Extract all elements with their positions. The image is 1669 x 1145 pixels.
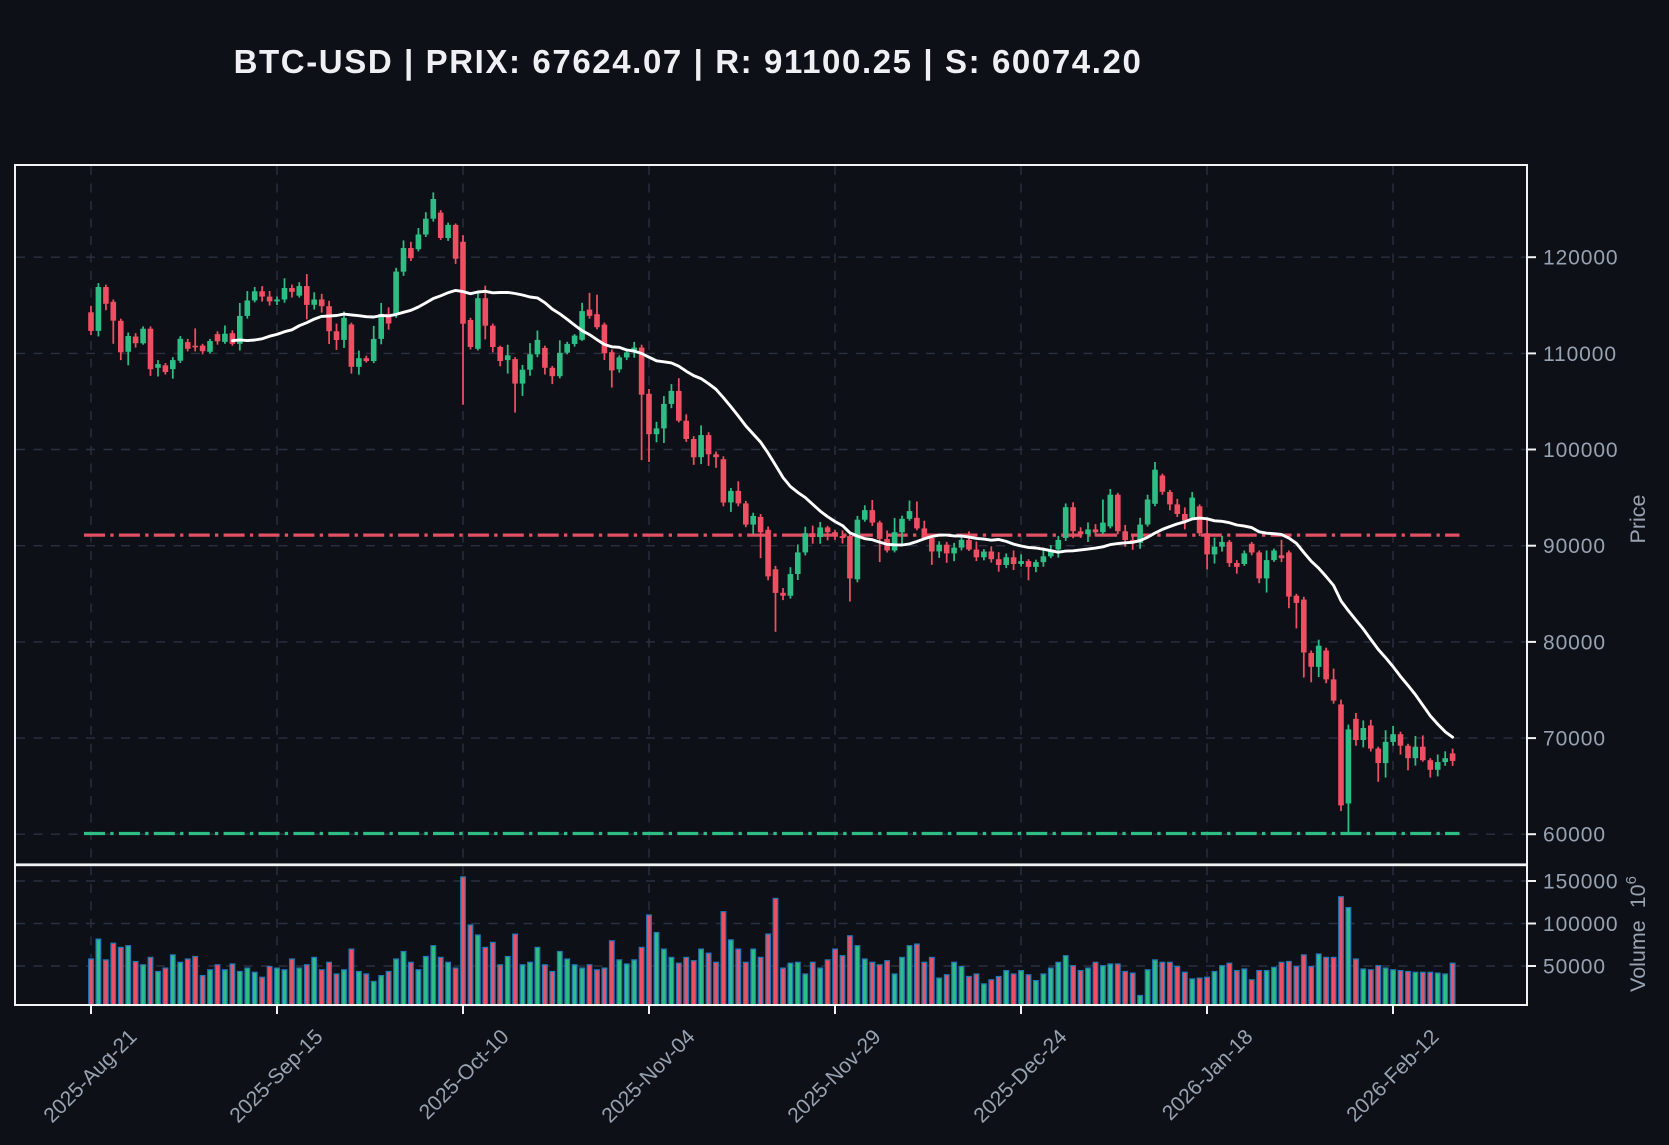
svg-text:90000: 90000 — [1543, 535, 1606, 558]
svg-text:Price: Price — [1626, 495, 1650, 544]
svg-text:BTC-USD | PRIX: 67624.07 | R:: BTC-USD | PRIX: 67624.07 | R: 91100.25 |… — [234, 43, 1143, 80]
svg-text:50000: 50000 — [1543, 956, 1606, 979]
svg-text:120000: 120000 — [1543, 247, 1618, 270]
svg-text:70000: 70000 — [1543, 728, 1606, 751]
svg-text:100000: 100000 — [1543, 439, 1618, 462]
svg-text:110000: 110000 — [1543, 343, 1617, 366]
svg-text:80000: 80000 — [1543, 631, 1606, 654]
svg-text:150000: 150000 — [1543, 871, 1618, 894]
svg-text:Volume 106: Volume 106 — [1623, 876, 1650, 992]
svg-text:100000: 100000 — [1543, 913, 1618, 936]
svg-text:60000: 60000 — [1543, 824, 1606, 847]
